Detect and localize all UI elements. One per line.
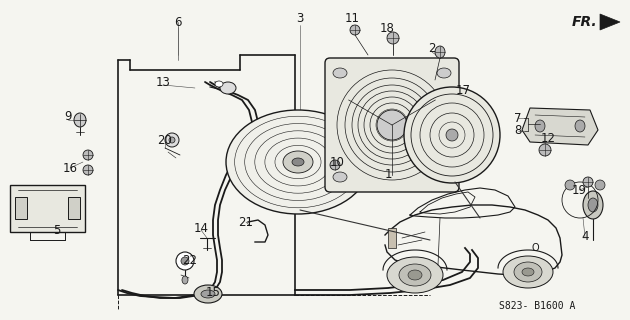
Ellipse shape [333,172,347,182]
Text: 22: 22 [183,254,197,268]
Bar [15,197,27,219]
Ellipse shape [292,158,304,166]
Text: S823- B1600 A: S823- B1600 A [498,301,575,311]
Ellipse shape [387,32,399,44]
Text: 7: 7 [514,111,522,124]
Text: 18: 18 [379,21,394,35]
Text: 2: 2 [428,42,436,54]
FancyBboxPatch shape [10,185,85,232]
Ellipse shape [404,87,500,183]
Ellipse shape [169,137,175,143]
Ellipse shape [83,150,93,160]
Ellipse shape [583,191,603,219]
Text: 5: 5 [54,223,60,236]
Ellipse shape [194,285,222,303]
Text: 16: 16 [62,162,77,174]
Ellipse shape [182,276,188,284]
Ellipse shape [70,204,78,212]
Ellipse shape [565,180,575,190]
Ellipse shape [437,68,451,78]
Ellipse shape [522,268,534,276]
Ellipse shape [17,204,25,212]
Ellipse shape [575,120,585,132]
Ellipse shape [83,165,93,175]
Ellipse shape [435,46,445,58]
Ellipse shape [399,264,431,286]
Ellipse shape [330,160,340,170]
Ellipse shape [220,82,236,94]
Text: 3: 3 [296,12,304,25]
Ellipse shape [503,256,553,288]
Text: O: O [531,243,539,253]
Ellipse shape [583,177,593,187]
Text: 17: 17 [455,84,471,97]
Text: 13: 13 [156,76,171,90]
Ellipse shape [201,290,215,298]
Ellipse shape [215,81,223,87]
Ellipse shape [74,113,86,127]
Ellipse shape [181,257,189,265]
Ellipse shape [595,180,605,190]
Text: 12: 12 [541,132,556,145]
Ellipse shape [176,252,194,270]
Ellipse shape [333,68,347,78]
Text: 4: 4 [581,230,589,244]
Ellipse shape [350,25,360,35]
Ellipse shape [539,144,551,156]
Polygon shape [600,14,620,30]
Ellipse shape [226,110,370,214]
Ellipse shape [377,110,407,140]
Text: 10: 10 [329,156,345,170]
Text: 8: 8 [514,124,522,138]
FancyBboxPatch shape [325,58,459,192]
Text: 19: 19 [571,183,587,196]
Bar [68,197,80,219]
Text: 21: 21 [239,215,253,228]
Text: 11: 11 [345,12,360,25]
Ellipse shape [437,172,451,182]
Ellipse shape [588,198,598,212]
Text: 14: 14 [193,221,209,235]
Ellipse shape [446,129,458,141]
Bar [388,228,396,248]
Text: 9: 9 [64,109,72,123]
Ellipse shape [283,151,313,173]
Text: 1: 1 [384,169,392,181]
Ellipse shape [387,257,443,293]
Ellipse shape [514,262,542,282]
Text: 6: 6 [175,15,181,28]
Text: 20: 20 [158,133,173,147]
Text: FR.: FR. [572,15,598,29]
Polygon shape [522,108,598,145]
Ellipse shape [165,133,179,147]
Ellipse shape [535,120,545,132]
Text: 15: 15 [205,286,220,300]
Ellipse shape [408,270,422,280]
